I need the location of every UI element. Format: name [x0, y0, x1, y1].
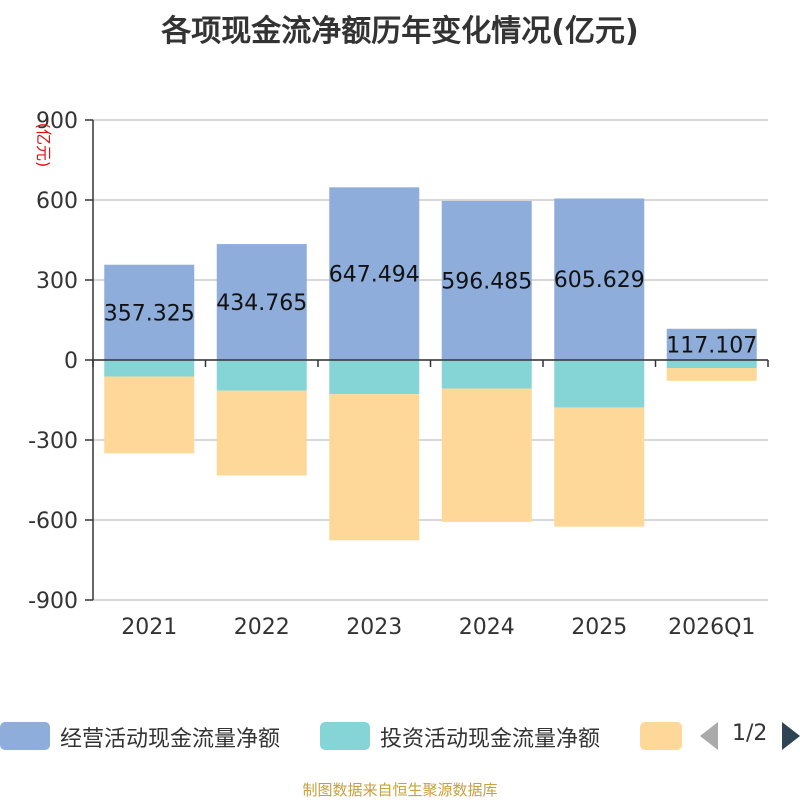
- legend-label-operating: 经营活动现金流量净额: [60, 727, 281, 752]
- x-tick-label: 2025: [571, 615, 627, 640]
- y-tick-label: -900: [28, 589, 78, 614]
- data-label: 605.629: [554, 268, 645, 293]
- legend-pager: 1/2: [700, 719, 800, 753]
- x-tick-label: 2023: [346, 615, 402, 640]
- data-label: 117.107: [666, 333, 757, 358]
- bar-series-1: [216, 360, 307, 391]
- bar-series-2: [329, 394, 420, 541]
- bar-series-0: [554, 198, 645, 360]
- bar-series-0: [104, 264, 195, 360]
- bar-series-2: [441, 388, 532, 522]
- y-tick-label: 0: [64, 349, 78, 374]
- bar-series-2: [666, 368, 757, 381]
- bar-series-2: [104, 376, 195, 454]
- data-label: 357.325: [104, 301, 195, 326]
- bar-series-2: [554, 407, 645, 527]
- data-label: 596.485: [441, 269, 532, 294]
- bar-series-0: [666, 328, 757, 360]
- y-axis-unit-label: (亿元): [34, 123, 53, 168]
- legend-label-investing: 投资活动现金流量净额: [380, 727, 601, 752]
- legend-next-arrow-icon[interactable]: [782, 722, 800, 750]
- legend-item-third[interactable]: [640, 717, 690, 751]
- y-tick-label: 900: [36, 109, 78, 134]
- bar-series-1: [329, 360, 420, 395]
- y-tick-label: -300: [28, 429, 78, 454]
- chart-title: 各项现金流净额历年变化情况(亿元): [161, 14, 639, 49]
- legend-swatch-third: [640, 722, 682, 750]
- y-tick-label: 300: [36, 269, 78, 294]
- bar-series-0: [216, 244, 307, 360]
- legend: 经营活动现金流量净额 投资活动现金流量净额 1/2: [0, 715, 800, 755]
- data-label: 434.765: [216, 291, 307, 316]
- bar-series-0: [329, 187, 420, 360]
- legend-prev-arrow-icon[interactable]: [700, 722, 718, 750]
- bar-series-1: [441, 360, 532, 389]
- data-label: 647.494: [329, 263, 420, 288]
- y-tick-label: -600: [28, 509, 78, 534]
- legend-swatch-investing: [320, 722, 370, 750]
- legend-page-indicator: 1/2: [732, 721, 768, 746]
- x-tick-label: 2024: [459, 615, 515, 640]
- y-tick-label: 600: [36, 189, 78, 214]
- x-tick-label: 2026Q1: [668, 615, 755, 640]
- legend-item-investing[interactable]: 投资活动现金流量净额: [320, 717, 630, 752]
- data-source-note: 制图数据来自恒生聚源数据库: [302, 781, 498, 799]
- bar-series-1: [666, 360, 757, 368]
- bar-series-2: [216, 390, 307, 476]
- x-tick-label: 2021: [121, 615, 177, 640]
- bar-series-1: [554, 360, 645, 408]
- legend-swatch-operating: [0, 722, 50, 750]
- legend-item-operating[interactable]: 经营活动现金流量净额: [0, 717, 310, 752]
- x-tick-label: 2022: [234, 615, 290, 640]
- bar-series-0: [441, 200, 532, 360]
- bar-series-1: [104, 360, 195, 377]
- chart-plot: 900 600 300 0 -300 -600 -900 (亿元) 2021 2022 2023 20…: [28, 109, 769, 640]
